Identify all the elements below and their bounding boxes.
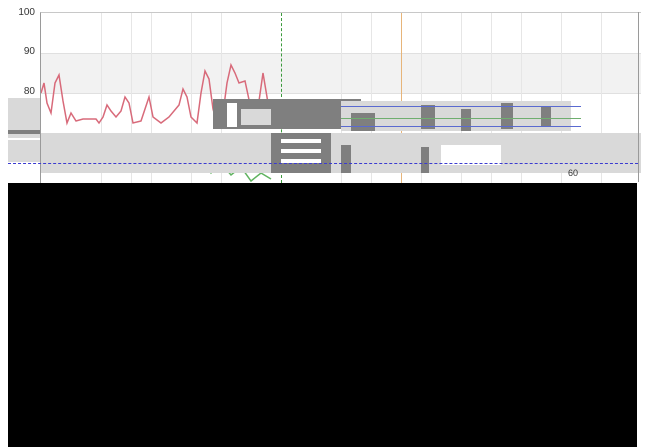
y-tick-90: 90 bbox=[23, 46, 35, 57]
v-grid-line bbox=[461, 13, 462, 183]
rendering-artifact bbox=[301, 99, 361, 105]
orange-marker-line bbox=[401, 13, 402, 183]
rendering-artifact bbox=[281, 159, 321, 163]
v-grid-line bbox=[341, 13, 342, 183]
y-tick-100: 100 bbox=[18, 7, 35, 18]
v-grid-line bbox=[491, 13, 492, 183]
plot-area[interactable] bbox=[40, 12, 641, 183]
rendering-artifact bbox=[421, 147, 429, 173]
rendering-artifact bbox=[351, 113, 375, 131]
v-grid-line bbox=[521, 13, 522, 183]
v-grid-line bbox=[221, 13, 222, 183]
black-occluded-region bbox=[8, 183, 637, 447]
rendering-artifact bbox=[8, 140, 40, 162]
v-grid-line bbox=[151, 13, 152, 183]
rendering-artifact bbox=[241, 109, 271, 125]
rendering-artifact bbox=[461, 109, 471, 131]
rendering-artifact bbox=[501, 103, 513, 129]
v-grid-line bbox=[421, 13, 422, 183]
red-series bbox=[41, 62, 272, 126]
rendering-artifact bbox=[341, 145, 351, 173]
rendering-artifact bbox=[341, 118, 581, 119]
right-axis-tick-60: 60 bbox=[568, 168, 579, 178]
rendering-artifact bbox=[227, 103, 237, 127]
rendering-artifact bbox=[281, 139, 321, 143]
blue-dashed-reference-line bbox=[8, 163, 638, 164]
rendering-artifact bbox=[8, 130, 40, 134]
v-grid-line bbox=[601, 13, 602, 183]
v-grid-line bbox=[371, 13, 372, 183]
rendering-artifact bbox=[281, 149, 321, 153]
v-grid-line bbox=[191, 13, 192, 183]
rendering-artifact bbox=[541, 107, 551, 127]
rendering-artifact bbox=[341, 126, 581, 127]
v-grid-line bbox=[561, 13, 562, 183]
v-grid-line bbox=[101, 13, 102, 183]
y-tick-80: 80 bbox=[23, 86, 35, 97]
plot-frame-right bbox=[638, 12, 639, 182]
rendering-artifact bbox=[441, 145, 501, 165]
v-grid-line bbox=[131, 13, 132, 183]
rendering-artifact bbox=[421, 105, 435, 129]
green-marker-line bbox=[281, 13, 282, 183]
rendering-artifact bbox=[341, 106, 581, 107]
